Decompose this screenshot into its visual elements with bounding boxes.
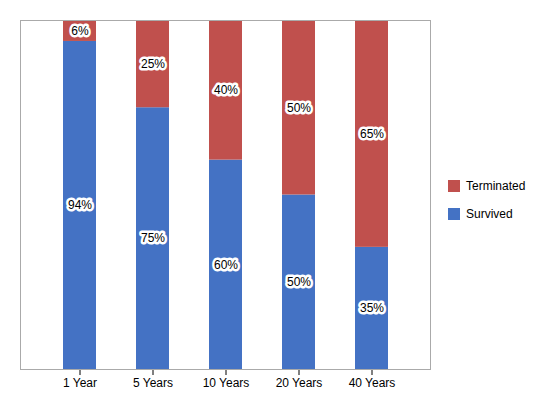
svg-text:1 Year: 1 Year — [63, 376, 97, 390]
svg-text:35%: 35% — [360, 301, 384, 315]
svg-text:40%: 40% — [214, 83, 238, 97]
svg-text:6%: 6% — [71, 24, 89, 38]
svg-text:60%: 60% — [214, 258, 238, 272]
svg-text:65%: 65% — [360, 127, 384, 141]
svg-text:5 Years: 5 Years — [133, 376, 173, 390]
html-text:Terminated: Terminated — [466, 178, 526, 193]
svg-text:25%: 25% — [141, 57, 165, 71]
svg-text:20 Years: 20 Years — [276, 376, 323, 390]
svg-text:50%: 50% — [287, 101, 311, 115]
svg-text:10 Years: 10 Years — [203, 376, 250, 390]
svg-text:40 Years: 40 Years — [349, 376, 396, 390]
html-text:Survived: Survived — [466, 206, 513, 221]
svg-text:94%: 94% — [68, 198, 92, 212]
svg-text:50%: 50% — [287, 275, 311, 289]
svg-text:75%: 75% — [141, 231, 165, 245]
